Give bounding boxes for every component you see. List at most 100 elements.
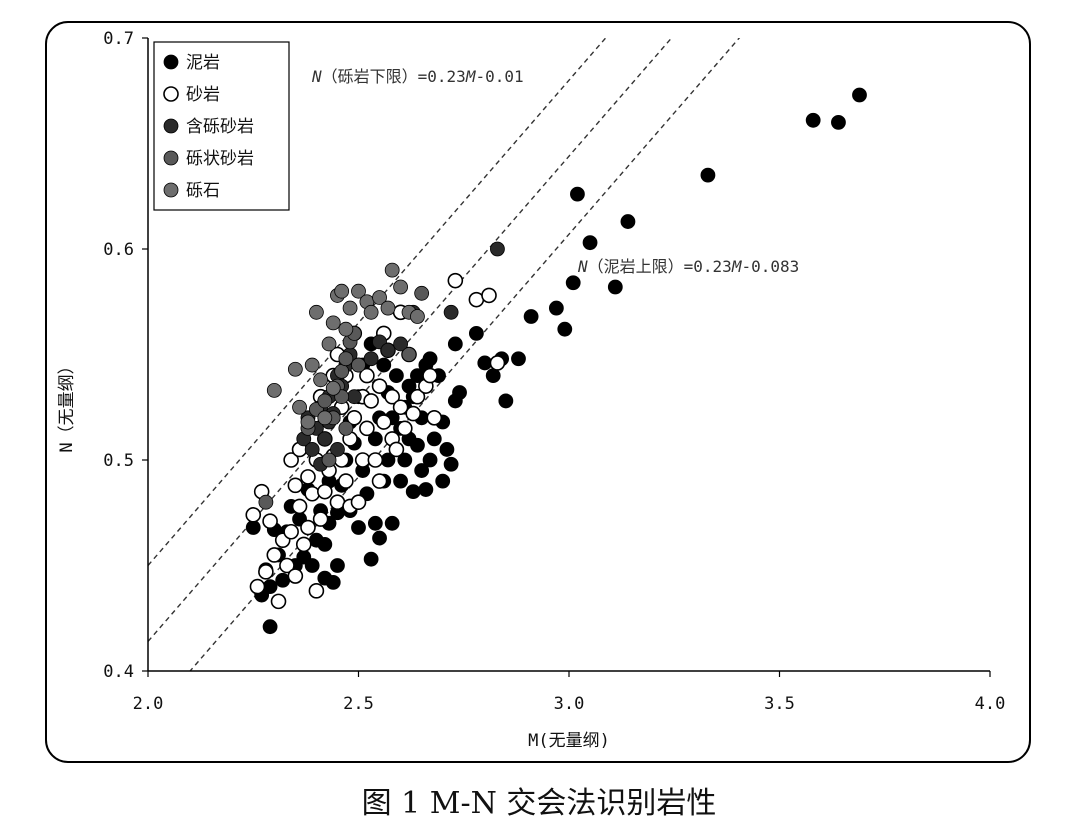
point-sandstone	[266, 547, 283, 563]
x-tick-label: 2.0	[133, 694, 164, 714]
point-conglomeratic_sandstone	[317, 393, 333, 409]
point-conglomerate	[300, 414, 316, 430]
boundary-line-1	[148, 38, 607, 566]
legend-marker-pebbly_sandstone	[163, 118, 179, 134]
point-sandstone	[350, 494, 367, 511]
point-sandstone	[279, 557, 295, 574]
point-mudstone	[548, 300, 564, 316]
point-conglomerate	[410, 309, 425, 324]
point-conglomerate	[266, 382, 282, 398]
point-mudstone	[557, 321, 573, 337]
point-pebbly_sandstone	[393, 336, 409, 352]
point-conglomerate	[372, 290, 387, 305]
point-mudstone	[262, 619, 278, 635]
point-mudstone	[468, 325, 484, 341]
point-sandstone	[295, 536, 312, 553]
point-conglomeratic_sandstone	[321, 452, 337, 468]
point-sandstone	[359, 420, 375, 437]
point-conglomerate	[380, 300, 396, 316]
point-mudstone	[511, 351, 526, 367]
point-sandstone	[245, 507, 262, 523]
point-mudstone	[582, 235, 598, 251]
annotation-part: M	[465, 67, 477, 86]
point-mudstone	[422, 351, 438, 367]
point-mudstone	[439, 442, 455, 457]
boundary-line-2	[148, 38, 673, 642]
boundary-line-3	[189, 38, 741, 671]
annotation-part: N	[577, 257, 588, 276]
point-sandstone	[308, 583, 325, 599]
point-sandstone	[392, 399, 409, 416]
point-mudstone	[388, 368, 404, 384]
point-sandstone	[300, 519, 316, 536]
y-axis-label: N（无量纲）	[57, 357, 77, 452]
legend-marker-mudstone	[163, 54, 179, 70]
legend-marker-conglomeratic_sandstone	[163, 150, 179, 166]
point-mudstone	[620, 214, 636, 229]
point-conglomerate	[363, 304, 379, 320]
y-tick-label: 0.7	[103, 29, 134, 49]
point-sandstone	[481, 287, 497, 304]
point-mudstone	[831, 115, 846, 130]
point-mudstone	[498, 393, 514, 409]
point-sandstone	[405, 405, 422, 422]
point-pebbly_sandstone	[304, 442, 320, 457]
point-sandstone	[359, 367, 375, 384]
point-conglomerate	[393, 279, 409, 295]
annotation-part: -0.01	[475, 67, 523, 86]
point-sandstone	[371, 473, 388, 489]
point-conglomeratic_sandstone	[338, 420, 354, 436]
x-tick-label: 3.5	[764, 694, 795, 714]
point-sandstone	[283, 523, 299, 540]
point-mudstone	[330, 558, 345, 573]
point-mudstone	[700, 167, 716, 183]
point-mudstone	[523, 309, 539, 324]
point-mudstone	[435, 473, 451, 489]
point-pebbly_sandstone	[346, 389, 362, 405]
point-mudstone	[367, 431, 383, 447]
point-mudstone	[414, 463, 430, 478]
point-conglomerate	[317, 410, 333, 426]
data-points	[245, 87, 867, 635]
point-pebbly_sandstone	[490, 241, 505, 257]
point-conglomeratic_sandstone	[338, 351, 354, 367]
point-mudstone	[363, 551, 379, 567]
point-mudstone	[426, 431, 442, 447]
x-tick-label: 4.0	[975, 694, 1006, 714]
point-sandstone	[346, 409, 363, 426]
point-sandstone	[375, 414, 392, 430]
point-sandstone	[489, 355, 506, 371]
point-mudstone	[447, 336, 463, 352]
point-sandstone	[287, 477, 304, 494]
point-mudstone	[393, 473, 409, 489]
point-mudstone	[384, 515, 400, 531]
legend-label-pebbly_sandstone: 含砾砂岩	[186, 117, 254, 137]
point-sandstone	[409, 388, 426, 405]
point-mudstone	[325, 574, 341, 590]
point-conglomeratic_sandstone	[258, 494, 274, 510]
point-pebbly_sandstone	[330, 442, 345, 457]
point-conglomerate	[342, 300, 358, 316]
tick-labels: 2.0 2.5 3.0 3.5 4.0 0.4 0.5 0.6 0.7	[103, 29, 1005, 714]
figure-caption: 图 1 M-N 交会法识别岩性	[361, 786, 717, 821]
point-sandstone	[300, 469, 316, 485]
legend-marker-sandstone	[163, 86, 179, 102]
point-conglomeratic_sandstone	[401, 347, 417, 362]
point-conglomeratic_sandstone	[351, 357, 366, 373]
y-tick-label: 0.5	[103, 451, 134, 471]
point-conglomeratic_sandstone	[414, 285, 430, 301]
point-sandstone	[338, 473, 354, 489]
point-sandstone	[388, 441, 405, 458]
x-axis-label: M(无量纲)	[528, 731, 610, 751]
point-conglomerate	[334, 283, 350, 299]
point-sandstone	[283, 452, 299, 468]
point-mudstone	[418, 482, 434, 497]
point-mudstone	[852, 87, 867, 103]
annotation-part: M	[731, 257, 743, 276]
point-mudstone	[443, 456, 459, 472]
point-mudstone	[805, 112, 821, 128]
point-sandstone	[422, 367, 438, 384]
point-conglomerate	[325, 315, 341, 331]
chart-svg: 2.0 2.5 3.0 3.5 4.0 0.4 0.5 0.6 0.7 M(无量纲) N（无量纲…	[45, 21, 1031, 763]
